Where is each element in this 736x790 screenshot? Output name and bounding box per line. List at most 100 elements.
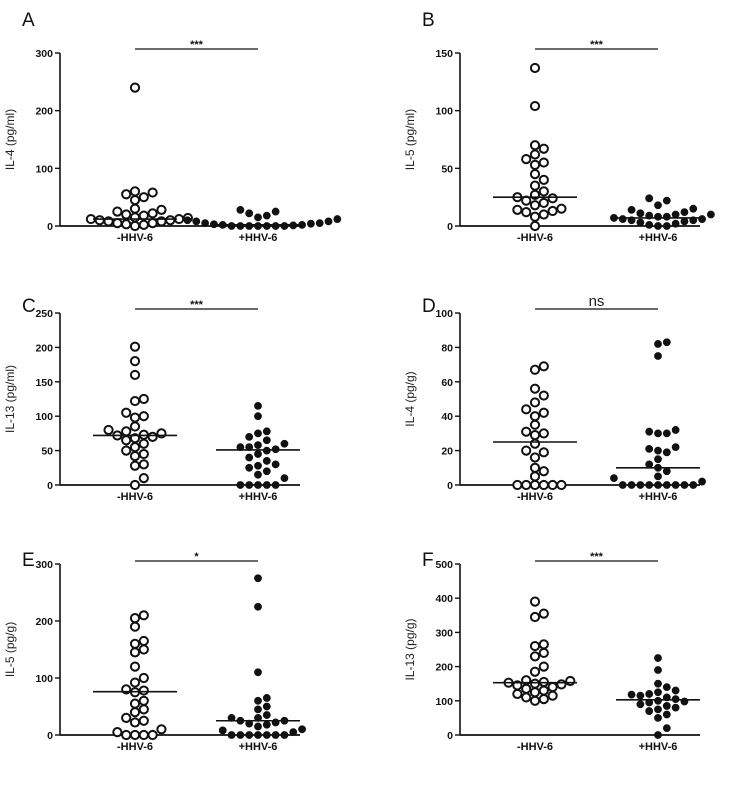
data-point (156, 724, 167, 735)
data-point (529, 100, 541, 112)
data-point (254, 705, 262, 714)
data-point (262, 211, 271, 220)
data-point (662, 683, 671, 692)
data-point (529, 479, 541, 491)
significance-label: *** (190, 39, 204, 51)
data-point (129, 677, 141, 688)
data-point (129, 451, 141, 462)
panel-letter: A (22, 10, 35, 31)
data-point (236, 481, 245, 489)
data-point (271, 222, 280, 230)
data-point (129, 203, 141, 214)
data-point (529, 140, 541, 151)
data-point (627, 690, 636, 699)
x-category-label: +HHV-6 (239, 232, 278, 244)
data-point (129, 442, 141, 453)
data-point (262, 481, 271, 489)
significance-label: ns (589, 293, 605, 310)
data-point (138, 448, 149, 460)
data-point (529, 651, 541, 662)
data-point (671, 703, 680, 712)
data-point (521, 404, 532, 415)
data-point (698, 477, 706, 486)
data-point (671, 443, 680, 452)
panel-b: B 0 50 100 150 IL-5 (pg/ml) -HHV-6 +HHV-6 *** (403, 10, 715, 244)
data-point (129, 621, 141, 632)
data-point (521, 683, 532, 694)
data-point (662, 448, 671, 457)
data-point (201, 219, 210, 228)
data-point (262, 711, 271, 719)
data-point (129, 341, 141, 352)
data-point (227, 731, 236, 739)
y-tick-label: 500 (435, 559, 453, 571)
data-point (636, 481, 645, 489)
data-point (262, 694, 271, 702)
data-point (636, 209, 645, 218)
data-point (262, 720, 271, 729)
data-point (636, 218, 645, 227)
panel-c: C 0 50 100 150 200 250 IL-13 (pg/ml) -HHV-6 +HHV-… (3, 296, 300, 503)
data-point (138, 704, 149, 715)
data-point (529, 471, 541, 482)
data-point (129, 212, 141, 223)
data-point (129, 395, 141, 407)
data-point (547, 690, 558, 701)
data-point (529, 62, 541, 74)
data-point (565, 675, 576, 687)
data-point (129, 661, 141, 672)
data-point (121, 209, 132, 220)
y-tick-label: 200 (35, 616, 53, 628)
data-point (529, 180, 541, 191)
y-tick-label: 150 (435, 48, 453, 60)
data-point (129, 638, 141, 649)
data-point (706, 210, 715, 219)
y-tick-label: 20 (441, 446, 453, 458)
data-point (512, 204, 523, 215)
y-tick-label: 50 (41, 446, 53, 458)
data-point (529, 159, 541, 170)
data-point (547, 479, 558, 491)
data-point (192, 217, 201, 226)
y-tick-label: 250 (35, 308, 53, 320)
panel-letter: D (422, 296, 436, 317)
data-point (254, 696, 262, 705)
data-point (129, 717, 141, 728)
data-point (245, 432, 254, 441)
data-point (147, 218, 158, 229)
data-point (138, 411, 149, 422)
data-point (254, 722, 262, 731)
data-point (538, 390, 549, 401)
data-point (138, 459, 149, 470)
data-point (662, 481, 671, 489)
x-category-label: -HHV-6 (117, 491, 153, 503)
panel-letter: E (22, 550, 35, 571)
data-point (112, 727, 123, 738)
x-category-label: -HHV-6 (117, 232, 153, 244)
data-point (512, 688, 523, 700)
data-point (236, 205, 245, 214)
data-point (271, 731, 280, 739)
data-point (156, 428, 167, 439)
data-point (654, 654, 662, 662)
data-point (547, 682, 558, 693)
data-point (654, 429, 662, 438)
data-point (662, 196, 671, 205)
x-category-label: -HHV-6 (517, 741, 553, 753)
data-point (529, 596, 541, 607)
data-point (147, 187, 158, 198)
data-point (538, 143, 549, 154)
data-point (254, 668, 262, 677)
data-point (689, 481, 698, 489)
data-point (645, 194, 654, 203)
y-axis-label: IL-5 (pg/g) (3, 622, 17, 677)
data-point (662, 710, 671, 719)
data-point (94, 215, 105, 226)
y-tick-label: 150 (35, 377, 53, 389)
data-point (547, 193, 558, 204)
data-point (671, 426, 680, 434)
data-point (529, 211, 541, 222)
data-point (529, 687, 541, 698)
x-category-label: -HHV-6 (517, 491, 553, 503)
data-point (183, 216, 192, 225)
